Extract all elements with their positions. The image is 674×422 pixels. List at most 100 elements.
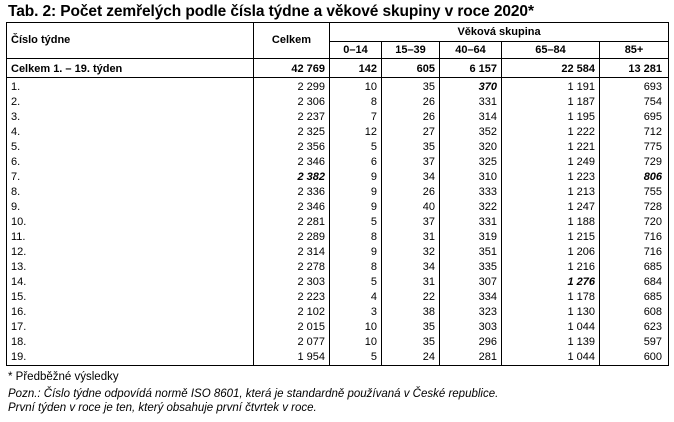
age-0-14-value: 10 (329, 320, 382, 335)
note-first-week: První týden v roce je ten, který obsahuj… (8, 402, 317, 414)
header-total: Celkem (253, 22, 330, 59)
header-age-65-84: 65–84 (501, 41, 600, 59)
age-40-64-value: 352 (439, 125, 502, 140)
age-15-39-value: 27 (381, 125, 440, 140)
age-15-39-value: 32 (381, 245, 440, 260)
table-row: 16. 2 102 3 38 323 1 130 608 (6, 305, 670, 320)
age-85plus-value: 728 (599, 200, 670, 215)
header-age-40-64: 40–64 (439, 41, 502, 59)
age-15-39-value: 34 (381, 170, 440, 185)
week-number: 11. (6, 230, 254, 245)
week-number: 3. (6, 110, 254, 125)
age-85plus-value: 806 (599, 170, 670, 185)
age-40-64-value: 307 (439, 275, 502, 290)
age-40-64-value: 281 (439, 350, 502, 366)
age-0-14-value: 10 (329, 335, 382, 350)
week-number: 2. (6, 95, 254, 110)
week-number: 1. (6, 77, 254, 95)
age-15-39-value: 31 (381, 230, 440, 245)
age-65-84-value: 1 178 (501, 290, 600, 305)
age-65-84-value: 1 216 (501, 260, 600, 275)
age-85plus-value: 729 (599, 155, 670, 170)
age-40-64-value: 320 (439, 140, 502, 155)
total-row-age-0-14: 142 (329, 58, 382, 78)
total-row-total: 42 769 (253, 58, 330, 78)
age-65-84-value: 1 187 (501, 95, 600, 110)
age-85plus-value: 685 (599, 290, 670, 305)
age-0-14-value: 5 (329, 350, 382, 366)
table-row: 7. 2 382 9 34 310 1 223 806 (6, 170, 670, 185)
age-0-14-value: 5 (329, 275, 382, 290)
age-15-39-value: 24 (381, 350, 440, 366)
age-0-14-value: 8 (329, 260, 382, 275)
age-40-64-value: 331 (439, 95, 502, 110)
age-0-14-value: 6 (329, 155, 382, 170)
age-15-39-value: 31 (381, 275, 440, 290)
age-65-84-value: 1 213 (501, 185, 600, 200)
age-40-64-value: 351 (439, 245, 502, 260)
total-row-age-15-39: 605 (381, 58, 440, 78)
week-number: 17. (6, 320, 254, 335)
week-number: 10. (6, 215, 254, 230)
age-15-39-value: 37 (381, 155, 440, 170)
age-85plus-value: 775 (599, 140, 670, 155)
table-row: 11. 2 289 8 31 319 1 215 716 (6, 230, 670, 245)
age-85plus-value: 597 (599, 335, 670, 350)
week-total: 2 346 (253, 200, 330, 215)
age-85plus-value: 684 (599, 275, 670, 290)
age-15-39-value: 40 (381, 200, 440, 215)
week-total: 2 237 (253, 110, 330, 125)
age-65-84-value: 1 247 (501, 200, 600, 215)
age-15-39-value: 35 (381, 140, 440, 155)
table-row: 2. 2 306 8 26 331 1 187 754 (6, 95, 670, 110)
week-number: 9. (6, 200, 254, 215)
week-total: 2 289 (253, 230, 330, 245)
age-0-14-value: 9 (329, 185, 382, 200)
age-0-14-value: 4 (329, 290, 382, 305)
week-number: 16. (6, 305, 254, 320)
age-40-64-value: 310 (439, 170, 502, 185)
table-row: 9. 2 346 9 40 322 1 247 728 (6, 200, 670, 215)
age-40-64-value: 296 (439, 335, 502, 350)
week-total: 2 299 (253, 77, 330, 95)
age-65-84-value: 1 130 (501, 305, 600, 320)
week-number: 13. (6, 260, 254, 275)
age-15-39-value: 34 (381, 260, 440, 275)
week-total: 2 346 (253, 155, 330, 170)
header-age-85plus: 85+ (598, 41, 670, 59)
deaths-table: Číslo týdne Celkem Věková skupina 0–14 1… (6, 22, 670, 366)
week-number: 14. (6, 275, 254, 290)
age-15-39-value: 26 (381, 185, 440, 200)
age-15-39-value: 35 (381, 335, 440, 350)
note-iso: Pozn.: Číslo týdne odpovídá normě ISO 86… (8, 388, 499, 400)
total-row: Celkem 1. – 19. týden 42 769 142 605 6 1… (6, 58, 670, 78)
age-0-14-value: 9 (329, 200, 382, 215)
age-40-64-value: 335 (439, 260, 502, 275)
week-total: 2 336 (253, 185, 330, 200)
week-total: 2 306 (253, 95, 330, 110)
age-65-84-value: 1 191 (501, 77, 600, 95)
age-15-39-value: 38 (381, 305, 440, 320)
age-65-84-value: 1 044 (501, 350, 600, 366)
age-40-64-value: 322 (439, 200, 502, 215)
table-row: 12. 2 314 9 32 351 1 206 716 (6, 245, 670, 260)
age-0-14-value: 12 (329, 125, 382, 140)
total-row-age-85plus: 13 281 (599, 58, 670, 78)
age-65-84-value: 1 249 (501, 155, 600, 170)
age-65-84-value: 1 206 (501, 245, 600, 260)
age-65-84-value: 1 276 (501, 275, 600, 290)
week-number: 15. (6, 290, 254, 305)
age-85plus-value: 695 (599, 110, 670, 125)
header-age-group: Věková skupina (328, 22, 670, 42)
age-85plus-value: 608 (599, 305, 670, 320)
age-15-39-value: 26 (381, 95, 440, 110)
age-40-64-value: 303 (439, 320, 502, 335)
week-number: 5. (6, 140, 254, 155)
age-0-14-value: 10 (329, 77, 382, 95)
table-row: 13. 2 278 8 34 335 1 216 685 (6, 260, 670, 275)
week-total: 2 278 (253, 260, 330, 275)
age-40-64-value: 314 (439, 110, 502, 125)
week-total: 2 077 (253, 335, 330, 350)
week-total: 2 382 (253, 170, 330, 185)
table-row: 5. 2 356 5 35 320 1 221 775 (6, 140, 670, 155)
